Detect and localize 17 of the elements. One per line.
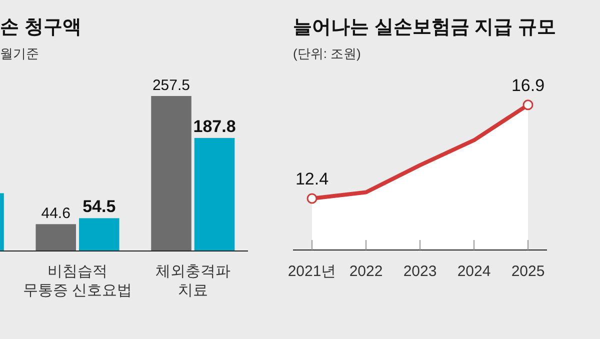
x-tick-label: 2025 (511, 263, 545, 280)
data-label: 187.8 (193, 116, 236, 136)
x-tick-label: 비침습적 무통증 신호요법 (22, 263, 132, 299)
data-label: 44.6 (41, 205, 70, 222)
data-label: 54.5 (82, 197, 116, 216)
data-label: 16.9 (511, 76, 545, 95)
x-tick-label: 체외충격파 치료 (155, 263, 230, 299)
chart-subtitle: 월기준 (0, 46, 39, 61)
chart-title: 손 청구액 (0, 17, 82, 38)
data-label: 12.4 (295, 170, 329, 189)
chart-subtitle: (단위: 조원) (293, 46, 361, 61)
x-tick-label: 2024 (457, 263, 491, 280)
data-label: 257.5 (152, 77, 190, 94)
x-tick-label: 2021년 (288, 263, 336, 280)
x-tick-label: 2022 (349, 263, 383, 280)
x-tick-label: 2023 (403, 263, 437, 280)
chart-title: 늘어나는 실손보험금 지급 규모 (293, 17, 556, 38)
